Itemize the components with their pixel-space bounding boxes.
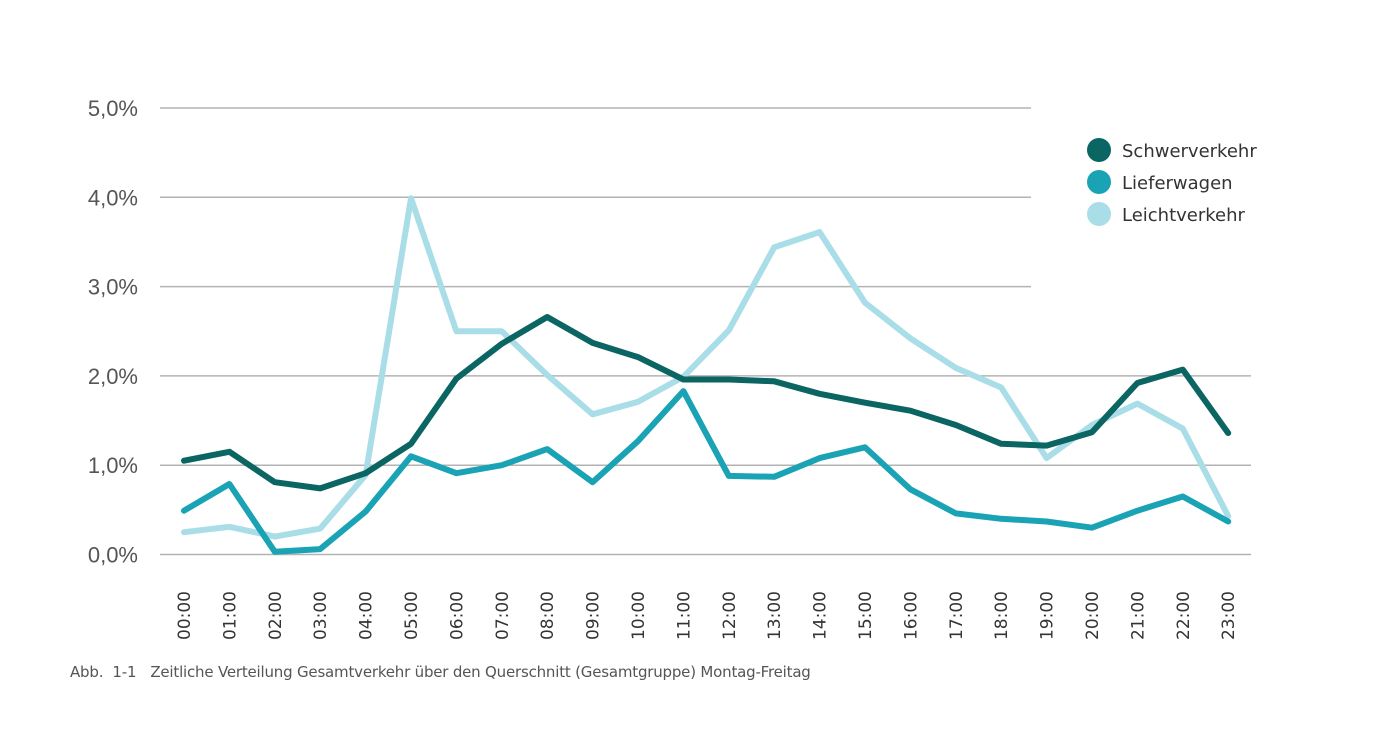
x-tick-label: 06:00 bbox=[447, 591, 467, 640]
legend-label-lieferwagen: Lieferwagen bbox=[1122, 173, 1233, 194]
x-tick-label: 21:00 bbox=[1128, 591, 1148, 640]
x-tick-label: 16:00 bbox=[901, 591, 921, 640]
x-tick-label: 00:00 bbox=[175, 591, 195, 640]
series-lines bbox=[181, 195, 1232, 555]
x-tick-label: 10:00 bbox=[629, 591, 649, 640]
x-tick-label: 07:00 bbox=[493, 591, 513, 640]
figure-caption-text: Zeitliche Verteilung Gesamtverkehr über … bbox=[150, 663, 811, 681]
y-axis-ticks: 0,0% 1,0% 2,0% 3,0% 4,0% 5,0% bbox=[88, 96, 138, 568]
series-line-leichtverkehr bbox=[181, 195, 1232, 540]
x-tick-label: 17:00 bbox=[947, 591, 967, 640]
legend: Schwerverkehr Lieferwagen Leichtverkehr bbox=[1087, 138, 1257, 226]
legend-label-leichtverkehr: Leichtverkehr bbox=[1122, 205, 1246, 226]
y-tick-label: 2,0% bbox=[88, 364, 138, 389]
legend-label-schwerverkehr: Schwerverkehr bbox=[1122, 141, 1257, 162]
legend-marker-lieferwagen bbox=[1087, 170, 1111, 194]
x-tick-label: 20:00 bbox=[1083, 591, 1103, 640]
x-tick-label: 19:00 bbox=[1038, 591, 1058, 640]
y-tick-label: 1,0% bbox=[88, 453, 138, 478]
x-tick-label: 22:00 bbox=[1174, 591, 1194, 640]
figure-caption: Abb. 1-1 Zeitliche Verteilung Gesamtverke… bbox=[70, 663, 811, 681]
x-tick-label: 15:00 bbox=[856, 591, 876, 640]
x-tick-label: 09:00 bbox=[584, 591, 604, 640]
x-tick-label: 01:00 bbox=[220, 591, 240, 640]
legend-marker-leichtverkehr bbox=[1087, 202, 1111, 226]
y-tick-label: 0,0% bbox=[88, 543, 138, 568]
x-tick-label: 04:00 bbox=[357, 591, 377, 640]
gridlines bbox=[160, 107, 1251, 556]
x-tick-label: 02:00 bbox=[266, 591, 286, 640]
x-tick-label: 05:00 bbox=[402, 591, 422, 640]
y-tick-label: 3,0% bbox=[88, 275, 138, 300]
x-tick-label: 11:00 bbox=[674, 591, 694, 640]
y-tick-label: 5,0% bbox=[88, 96, 138, 121]
x-tick-label: 03:00 bbox=[311, 591, 331, 640]
series-line-lieferwagen bbox=[181, 388, 1232, 555]
figure-number: Abb. 1-1 bbox=[70, 663, 137, 681]
x-tick-label: 14:00 bbox=[811, 591, 831, 640]
legend-marker-schwerverkehr bbox=[1087, 138, 1111, 162]
x-tick-label: 23:00 bbox=[1219, 591, 1239, 640]
x-tick-label: 13:00 bbox=[765, 591, 785, 640]
x-tick-label: 18:00 bbox=[992, 591, 1012, 640]
series-line-schwerverkehr bbox=[181, 314, 1232, 492]
x-tick-label: 12:00 bbox=[720, 591, 740, 640]
x-axis-ticks: 00:00 01:00 02:00 03:00 04:00 05:00 06:00 07:00… bbox=[175, 591, 1239, 640]
x-tick-label: 08:00 bbox=[538, 591, 558, 640]
y-tick-label: 4,0% bbox=[88, 185, 138, 210]
